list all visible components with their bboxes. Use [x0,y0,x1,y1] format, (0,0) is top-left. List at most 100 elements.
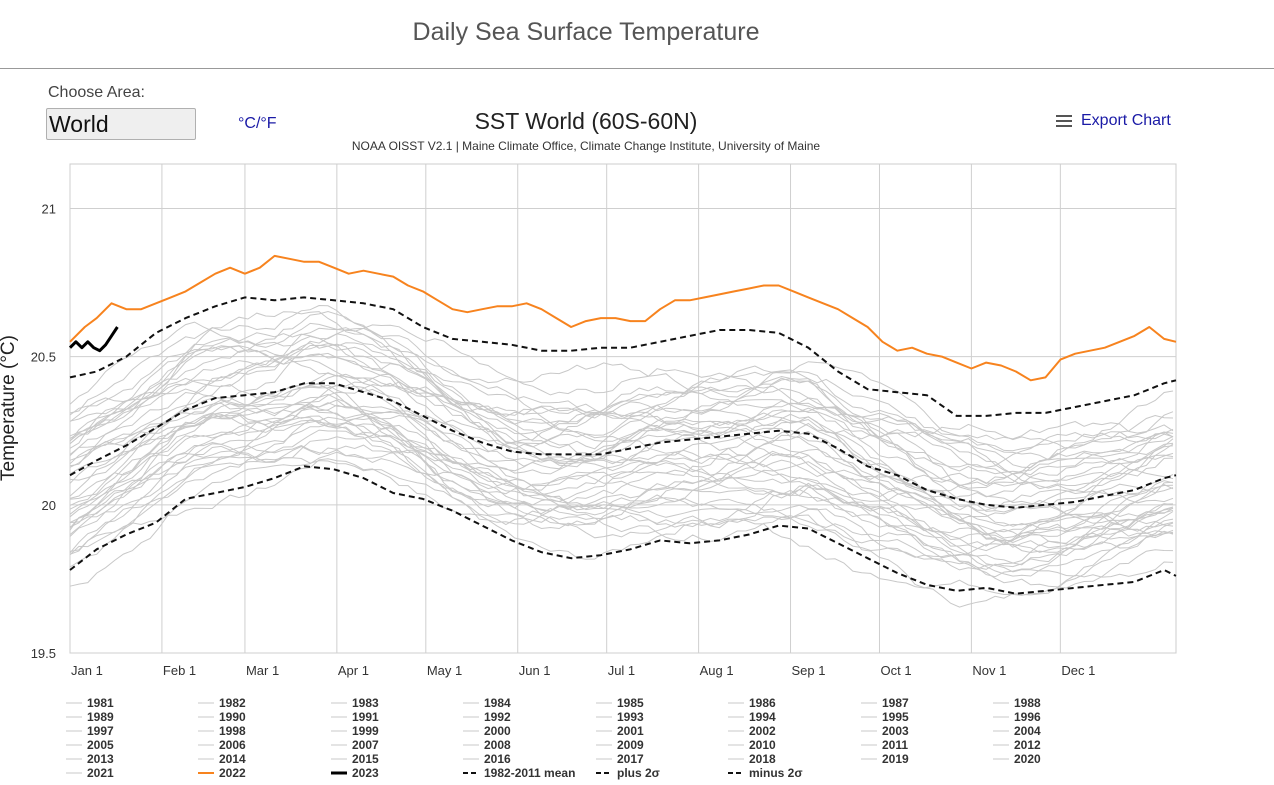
legend-item[interactable]: 1986 [749,696,776,710]
legend-item[interactable]: 1982 [219,696,246,710]
legend-item[interactable]: 2011 [882,738,908,752]
y-tick-label: 20.5 [31,350,56,365]
legend-item[interactable]: 2007 [352,738,379,752]
series-line-2001 [69,410,1174,553]
series-line-1998 [69,384,1174,547]
x-tick-label: Sep 1 [792,663,826,678]
legend-item[interactable]: 2004 [1014,724,1041,738]
series-line-2016 [69,310,1174,468]
chart-title: SST World (60S-60N) [475,108,698,134]
legend-item[interactable]: 2015 [352,752,379,766]
series-line-2013 [69,342,1174,493]
series-line-2000 [69,403,1174,539]
legend-item[interactable]: 2012 [1014,738,1041,752]
x-tick-label: Feb 1 [163,663,196,678]
legend-item[interactable]: 2003 [882,724,909,738]
legend-item[interactable]: 2008 [484,738,511,752]
series-line-1997 [69,374,1174,521]
legend-item[interactable]: 1985 [617,696,644,710]
legend-item[interactable]: 1982-2011 mean [484,766,575,780]
legend-item[interactable]: 2021 [87,766,114,780]
series-line-minus-2- [69,465,1177,595]
legend-item[interactable]: plus 2σ [617,766,660,780]
legend-item[interactable]: 2005 [87,738,114,752]
x-tick-label: Mar 1 [246,663,279,678]
legend-item[interactable]: 1984 [484,696,511,710]
series-line-2010 [69,333,1174,489]
legend-item[interactable]: 2023 [352,766,379,780]
x-tick-label: Nov 1 [972,663,1006,678]
legend-item[interactable]: 1994 [749,710,776,724]
legend-item[interactable]: 1999 [352,724,379,738]
legend-item[interactable]: 2006 [219,738,246,752]
series-line-2021 [69,324,1174,469]
legend-item[interactable]: 2009 [617,738,644,752]
legend-item[interactable]: 1991 [352,710,379,724]
series-line-2018 [69,304,1174,440]
legend: 1981 1982 1983 1984 1985 1986 1987 1988 1989 1990… [66,696,1041,780]
export-chart-button[interactable]: Export Chart [1056,112,1171,130]
series-line-2009 [69,373,1174,505]
y-tick-labels: 19.5 20 20.5 21 [31,201,56,661]
main-series [68,254,1177,595]
series-line-1993 [69,412,1174,554]
series-line-1994 [69,427,1174,578]
unit-toggle-link[interactable]: °C/°F [238,115,277,132]
chart-subtitle: NOAA OISST V2.1 | Maine Climate Office, … [352,139,821,153]
x-tick-label: Jul 1 [608,663,635,678]
legend-item[interactable]: 1983 [352,696,379,710]
legend-item[interactable]: 1990 [219,710,246,724]
series-line-2007 [69,372,1174,510]
series-line-2017 [69,327,1174,487]
series-line-2002 [69,384,1174,527]
legend-item[interactable]: 1996 [1014,710,1041,724]
series-line-1990 [69,441,1174,577]
series-line-2020 [69,321,1174,452]
legend-item[interactable]: 2018 [749,752,776,766]
x-tick-label: Aug 1 [700,663,734,678]
series-line-1995 [69,402,1174,538]
x-tick-label: Oct 1 [880,663,911,678]
series-line-1996 [69,434,1174,577]
y-axis-label: Temperature (°C) [0,335,19,481]
legend-item[interactable]: 1981 [87,696,114,710]
series-line-2022 [69,254,1177,382]
legend-item[interactable]: 2017 [617,752,644,766]
x-tick-label: Jun 1 [519,663,551,678]
series-line-plus-2- [69,296,1177,417]
x-tick-label: Apr 1 [338,663,369,678]
legend-item[interactable]: 2014 [219,752,246,766]
legend-item[interactable]: 1987 [882,696,909,710]
legend-item[interactable]: 2010 [749,738,776,752]
x-tick-label: Dec 1 [1061,663,1095,678]
series-line-2014 [69,332,1174,464]
legend-item[interactable]: 2022 [219,766,246,780]
legend-item[interactable]: 1993 [617,710,644,724]
series-line-2019 [69,311,1174,450]
legend-item[interactable]: 1998 [219,724,246,738]
legend-item[interactable]: 1988 [1014,696,1041,710]
x-tick-labels: Jan 1 Feb 1 Mar 1 Apr 1 May 1 Jun 1 Jul 1 Aug 1… [71,663,1095,678]
legend-item[interactable]: 2013 [87,752,114,766]
legend-item[interactable]: 1989 [87,710,114,724]
legend-item[interactable]: 2002 [749,724,776,738]
series-line-1986 [69,422,1174,566]
series-line-2023 [68,326,119,353]
page-title: Daily Sea Surface Temperature [412,18,760,46]
legend-item[interactable]: 1995 [882,710,909,724]
legend-item[interactable]: 1992 [484,710,511,724]
legend-item[interactable]: 2000 [484,724,511,738]
legend-item[interactable]: 2016 [484,752,511,766]
legend-item[interactable]: 2001 [617,724,644,738]
legend-item[interactable]: minus 2σ [749,766,803,780]
x-tick-label: Jan 1 [71,663,103,678]
legend-item[interactable]: 2019 [882,752,909,766]
other-years-lines [69,304,1174,608]
legend-item[interactable]: 2020 [1014,752,1041,766]
series-line-2008 [69,345,1174,486]
series-line-1999 [69,383,1174,518]
legend-item[interactable]: 1997 [87,724,114,738]
y-tick-label: 20 [42,498,56,513]
area-select[interactable]: World [46,108,196,140]
